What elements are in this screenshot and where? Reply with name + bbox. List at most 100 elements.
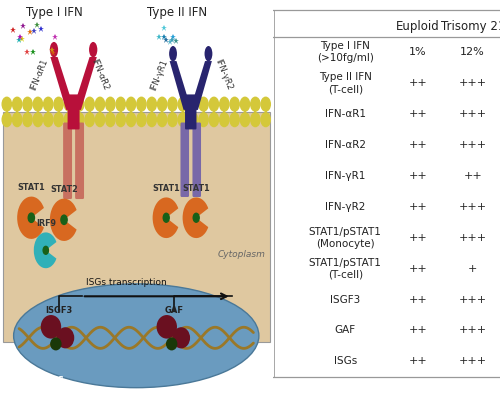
Text: IRF9: IRF9: [36, 219, 56, 228]
Text: ++: ++: [408, 233, 428, 243]
FancyBboxPatch shape: [185, 94, 196, 129]
Circle shape: [106, 97, 115, 111]
Ellipse shape: [50, 337, 62, 350]
Circle shape: [240, 113, 250, 127]
Circle shape: [178, 97, 188, 111]
Text: STAT1: STAT1: [182, 184, 210, 193]
Circle shape: [106, 113, 115, 127]
Circle shape: [163, 213, 169, 222]
Text: ISGs transcription: ISGs transcription: [86, 278, 167, 287]
Circle shape: [230, 113, 239, 127]
Wedge shape: [152, 197, 178, 238]
Circle shape: [85, 97, 94, 111]
Circle shape: [74, 113, 84, 127]
Text: ++: ++: [464, 171, 482, 181]
Text: GAF: GAF: [165, 306, 184, 315]
Text: ++: ++: [408, 326, 428, 335]
Ellipse shape: [172, 327, 190, 348]
Circle shape: [240, 97, 250, 111]
Text: +++: +++: [458, 357, 487, 366]
Text: STAT1: STAT1: [152, 184, 180, 193]
Circle shape: [96, 97, 104, 111]
Ellipse shape: [14, 284, 259, 387]
Circle shape: [188, 97, 198, 111]
Ellipse shape: [166, 337, 177, 350]
Text: ++: ++: [408, 264, 428, 274]
Polygon shape: [170, 61, 192, 110]
Circle shape: [54, 113, 63, 127]
Circle shape: [64, 97, 74, 111]
Text: ++: ++: [408, 357, 428, 366]
Text: IFN-γR1: IFN-γR1: [325, 171, 366, 181]
Circle shape: [137, 113, 146, 127]
Text: +++: +++: [458, 109, 487, 119]
Circle shape: [193, 213, 199, 222]
Text: IFN-γR2: IFN-γR2: [213, 58, 234, 92]
Text: STAT1: STAT1: [18, 183, 45, 192]
Circle shape: [33, 97, 42, 111]
Text: Type I IFN
(>10fg/ml): Type I IFN (>10fg/ml): [317, 41, 374, 63]
Circle shape: [158, 97, 167, 111]
Circle shape: [85, 113, 94, 127]
Text: Nucleus: Nucleus: [20, 374, 64, 384]
Circle shape: [220, 113, 229, 127]
Circle shape: [126, 113, 136, 127]
Ellipse shape: [50, 42, 58, 57]
Circle shape: [147, 113, 156, 127]
Text: Cytoplasm: Cytoplasm: [218, 250, 266, 259]
Text: ++: ++: [408, 171, 428, 181]
Circle shape: [54, 97, 63, 111]
Text: STAT1/pSTAT1
(T-cell): STAT1/pSTAT1 (T-cell): [309, 258, 382, 280]
Circle shape: [261, 113, 270, 127]
Text: IFN-αR1: IFN-αR1: [29, 57, 50, 92]
Text: GAF: GAF: [334, 326, 356, 335]
Ellipse shape: [40, 315, 61, 339]
Ellipse shape: [169, 46, 177, 61]
Circle shape: [2, 113, 12, 127]
Text: IFN-γR1: IFN-γR1: [149, 58, 170, 92]
Wedge shape: [17, 197, 44, 239]
FancyBboxPatch shape: [180, 123, 189, 197]
Circle shape: [64, 113, 74, 127]
Circle shape: [116, 113, 126, 127]
FancyBboxPatch shape: [68, 94, 80, 129]
Text: ++: ++: [408, 295, 428, 304]
Ellipse shape: [204, 46, 212, 61]
Text: IFN-αR1: IFN-αR1: [325, 109, 366, 119]
Circle shape: [61, 215, 67, 224]
Bar: [2, 112, 270, 342]
Text: Euploid: Euploid: [396, 20, 440, 33]
Circle shape: [96, 113, 104, 127]
Circle shape: [188, 113, 198, 127]
FancyBboxPatch shape: [192, 123, 201, 197]
Text: IFN-γR2: IFN-γR2: [325, 202, 366, 212]
Text: Type I IFN: Type I IFN: [26, 6, 83, 19]
Text: +++: +++: [458, 78, 487, 88]
Text: ISGF3: ISGF3: [330, 295, 360, 304]
Text: ISGs: ISGs: [334, 357, 357, 366]
Circle shape: [158, 113, 167, 127]
Text: 12%: 12%: [460, 47, 485, 57]
Ellipse shape: [156, 315, 177, 339]
Circle shape: [168, 97, 177, 111]
FancyBboxPatch shape: [63, 123, 72, 199]
Circle shape: [23, 113, 32, 127]
Text: IFN-αR2: IFN-αR2: [325, 140, 366, 150]
Text: IFN-αR2: IFN-αR2: [89, 57, 110, 92]
Circle shape: [230, 97, 239, 111]
Circle shape: [23, 97, 32, 111]
Circle shape: [147, 97, 156, 111]
Text: ISGF3: ISGF3: [45, 306, 72, 315]
Text: ++: ++: [408, 140, 428, 150]
Text: +++: +++: [458, 233, 487, 243]
Circle shape: [220, 97, 229, 111]
Text: Trisomy 21: Trisomy 21: [440, 20, 500, 33]
Circle shape: [250, 97, 260, 111]
Wedge shape: [50, 199, 76, 241]
Text: STAT2: STAT2: [50, 185, 78, 194]
Circle shape: [33, 113, 42, 127]
Polygon shape: [190, 61, 212, 110]
Text: Type II IFN: Type II IFN: [147, 6, 207, 19]
Circle shape: [199, 97, 208, 111]
Circle shape: [250, 113, 260, 127]
